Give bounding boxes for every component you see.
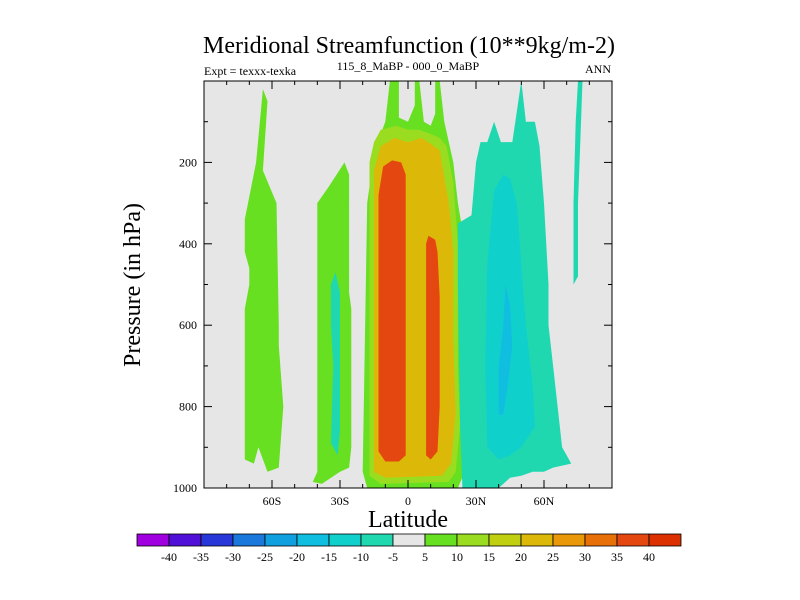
- contour-fills: [244, 81, 583, 488]
- plot-area: 60S 30S 0 30N 60N 200 400 600 800 1000: [173, 80, 613, 508]
- y-tick-label: 200: [179, 155, 197, 169]
- sh-mid-cyan: [330, 272, 340, 456]
- x-tick-label: 30S: [331, 494, 350, 508]
- y-tick-label: 1000: [173, 481, 197, 495]
- colorbar-label: -25: [257, 550, 273, 564]
- center-string: 115_8_MaBP - 000_0_MaBP: [337, 59, 480, 73]
- colorbar-box: [392, 533, 426, 547]
- colorbar-label: -30: [225, 550, 241, 564]
- y-tick-label: 600: [179, 318, 197, 332]
- colorbar-box: [264, 533, 298, 547]
- x-axis-label: Latitude: [368, 507, 448, 533]
- colorbar-box: [456, 533, 490, 547]
- y-tick-label: 400: [179, 237, 197, 251]
- colorbar-box: [296, 533, 330, 547]
- x-tick-label: 60N: [534, 494, 555, 508]
- colorbar-label: 5: [422, 550, 428, 564]
- x-tick-label: 0: [405, 494, 411, 508]
- y-axis-ticks: 200 400 600 800 1000: [173, 121, 612, 495]
- colorbar-label: 40: [643, 550, 655, 564]
- colorbar-box: [520, 533, 554, 547]
- colorbar-box: [232, 533, 266, 547]
- colorbar-label: 10: [451, 550, 463, 564]
- y-tick-label: 800: [179, 400, 197, 414]
- nh-upper-cyan: [573, 81, 583, 285]
- colorbar-label: 15: [483, 550, 495, 564]
- colorbar-box: [488, 533, 522, 547]
- colorbar-box: [424, 533, 458, 547]
- colorbar-label: -35: [193, 550, 209, 564]
- sh-hadley-core: [378, 160, 406, 462]
- colorbar-box: [616, 533, 650, 547]
- left-string: Expt = texxx-texka: [204, 64, 297, 78]
- colorbar-label: -5: [388, 550, 398, 564]
- colorbar-label: 35: [611, 550, 623, 564]
- colorbar-label: -20: [289, 550, 305, 564]
- colorbar-box: [136, 533, 170, 547]
- colorbar-box: [200, 533, 234, 547]
- right-string: ANN: [585, 62, 611, 76]
- colorbar-box: [168, 533, 202, 547]
- colorbar-box: [552, 533, 586, 547]
- colorbar-label: -10: [353, 550, 369, 564]
- colorbar-label: 25: [547, 550, 559, 564]
- sh-green-band: [244, 89, 284, 488]
- nh-blue-core: [498, 284, 513, 415]
- colorbar-label: 30: [579, 550, 591, 564]
- chart-title: Meridional Streamfunction (10**9kg/m-2): [203, 33, 615, 59]
- y-axis-label: Pressure (in hPa): [120, 203, 146, 367]
- colorbar: -40 -35 -30 -25 -20 -15 -10 -5 5 10 15 20 25 30 35 40: [136, 533, 682, 564]
- x-tick-label: 60S: [263, 494, 282, 508]
- x-tick-label: 30N: [466, 494, 487, 508]
- colorbar-box: [584, 533, 618, 547]
- nh-hadley-core: [426, 235, 440, 460]
- colorbar-label: -15: [321, 550, 337, 564]
- colorbar-box: [648, 533, 682, 547]
- colorbar-box: [360, 533, 394, 547]
- colorbar-label: 20: [515, 550, 527, 564]
- colorbar-label: -40: [161, 550, 177, 564]
- x-axis-ticks: 60S 30S 0 30N 60N: [226, 81, 590, 508]
- colorbar-box: [328, 533, 362, 547]
